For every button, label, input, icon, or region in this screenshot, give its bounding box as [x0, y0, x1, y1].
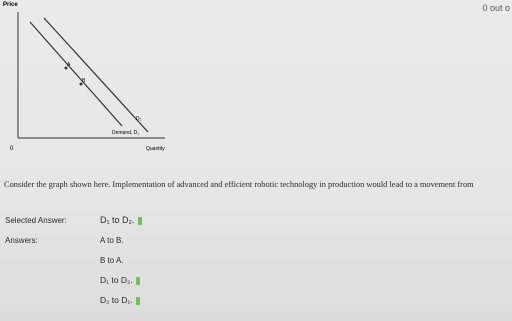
correct-icon — [135, 296, 140, 305]
answer-option-text: D₂ to D₁. — [100, 295, 133, 305]
answer-option: D₁ to D₂. — [100, 275, 140, 285]
demand-curve-d2 — [43, 17, 149, 133]
x-axis-label: Quantity — [146, 146, 165, 152]
demand-curve-d1 — [29, 21, 123, 127]
curve-d2-label: D₂ — [136, 116, 142, 122]
point-b-label: B — [82, 78, 86, 84]
point-a — [64, 66, 68, 70]
question-text: Consider the graph shown here. Implement… — [4, 180, 474, 189]
graph: Price Quantity 0 A B D₂ Demand, D₁ — [3, 2, 165, 152]
selected-answer: D₁ to D₂. — [100, 215, 142, 225]
answer-option: D₂ to D₁. — [100, 295, 140, 305]
selected-answer-label: Selected Answer: — [5, 216, 67, 225]
curve-d1-label: Demand, D₁ — [112, 130, 139, 136]
answers-label: Answers: — [5, 236, 38, 245]
answer-option: B to A. — [100, 256, 124, 265]
correct-icon — [135, 276, 140, 285]
answer-option-text: D₁ to D₂. — [100, 275, 133, 285]
point-a-label: A — [67, 62, 71, 68]
score: 0 out o — [482, 3, 510, 13]
answer-option: A to B. — [100, 236, 124, 245]
origin-label: 0 — [10, 146, 14, 152]
point-b — [79, 82, 83, 86]
correct-icon — [137, 216, 142, 225]
selected-answer-text: D₁ to D₂. — [100, 215, 135, 225]
y-axis-label: Price — [3, 2, 18, 8]
